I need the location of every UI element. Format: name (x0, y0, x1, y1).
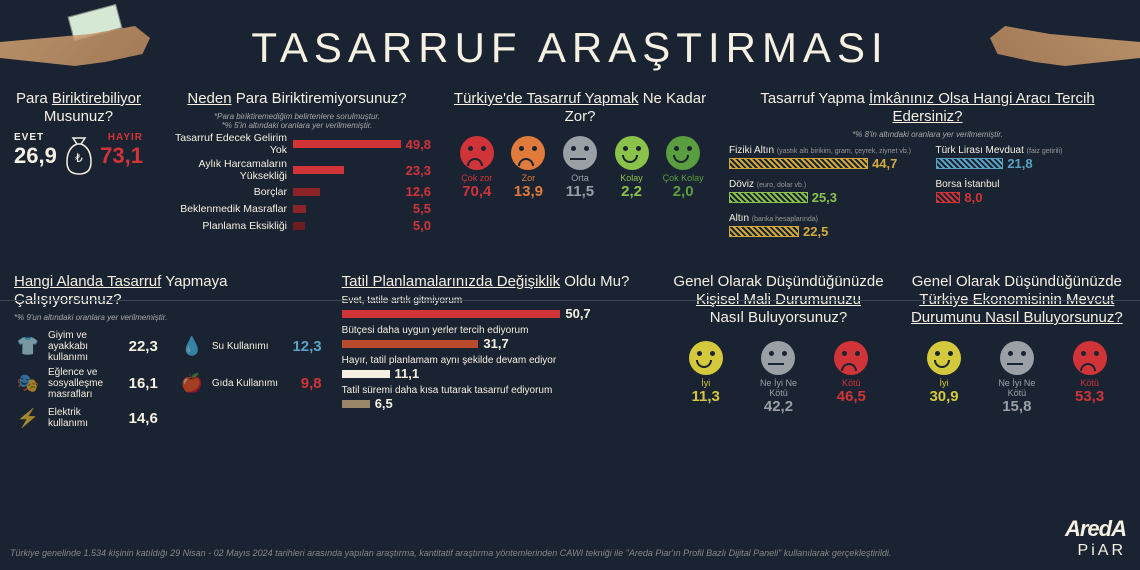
section-saving-yesno: Para Biriktirebiliyor Musunuz? EVET 26,9… (4, 90, 153, 247)
footnote: *Para biriktiremediğim belirtenlere soru… (163, 112, 431, 121)
tool-item: Altın (banka hesaplarında)22,5 (729, 213, 920, 239)
shirt-icon: 👕 (14, 333, 42, 361)
bar-chart: Tasarruf Edecek Gelirim Yok49,8Aylık Har… (163, 132, 431, 233)
footnote: *% 9'un altındaki oranlara yer verilmemi… (14, 313, 322, 322)
face-item: Kötü53,3 (1065, 341, 1115, 415)
face-item: Zor13,9 (503, 136, 553, 200)
vacation-item: Hayır, tatil planlamam aynı şekilde deva… (342, 355, 650, 381)
brand-logo: AredA PiAR (1065, 516, 1126, 560)
hayir-value: 73,1 (100, 143, 143, 169)
tool-col-right: Türk Lirası Mevduat (faiz getirili)21,8 B… (936, 145, 1127, 247)
bar-row: Planlama Eksikliği5,0 (163, 218, 431, 233)
face-item: Ne İyi Ne Kötü42,2 (753, 341, 803, 415)
bar-row: Tasarruf Edecek Gelirim Yok49,8 (163, 132, 431, 156)
section-vacation: Tatil Planlamalarınızda Değişiklik Oldu … (332, 273, 660, 432)
area-grid: 👕Giyim ve ayakkabı kullanımı22,3 💧Su Kull… (14, 330, 322, 432)
footnote: *% 5'in altındaki oranlara yer verilmemi… (163, 121, 431, 130)
hand-right-image (990, 10, 1140, 90)
vacation-item: Tatil süremi daha kısa tutarak tasarruf … (342, 385, 650, 411)
hayir-label: HAYIR (100, 132, 143, 143)
face-item: Çok zor70,4 (452, 136, 502, 200)
face-row: İyi30,9 Ne İyi Ne Kötü15,8 Kötü53,3 (908, 341, 1126, 415)
section-title: Neden Para Biriktiremiyorsunuz? (163, 90, 431, 108)
footnote: *% 8'in altındaki oranlara yer verilmemi… (729, 130, 1126, 139)
area-item: 🍎Gıda Kullanımı9,8 (178, 367, 322, 400)
electric-icon: ⚡ (14, 404, 42, 432)
divider (0, 300, 1140, 301)
evet-label: EVET (14, 132, 57, 143)
tool-item: Fiziki Altın (yastık altı birikim, gram,… (729, 145, 920, 171)
hand-left-image (0, 10, 150, 90)
main-title: TASARRUF ARAŞTIRMASI (0, 0, 1140, 82)
bar-row: Borçlar12,6 (163, 184, 431, 199)
face-item: Orta11,5 (555, 136, 605, 200)
vacation-item: Evet, tatile artık gitmiyorum50,7 (342, 295, 650, 321)
tool-item: Döviz (euro, dolar vb.)25,3 (729, 179, 920, 205)
section-economy: Genel Olarak Düşündüğünüzde Türkiye Ekon… (898, 273, 1136, 432)
food-icon: 🍎 (178, 370, 206, 398)
face-row: İyi11,3 Ne İyi Ne Kötü42,2 Kötü46,5 (669, 341, 887, 415)
face-item: Çok Kolay2,0 (658, 136, 708, 200)
methodology-note: Türkiye genelinde 1.534 kişinin katıldığ… (10, 548, 1000, 558)
area-item: 👕Giyim ve ayakkabı kullanımı22,3 (14, 330, 158, 363)
section-title: Tasarruf Yapma İmkânınız Olsa Hangi Arac… (729, 90, 1126, 126)
section-why-not-saving: Neden Para Biriktiremiyorsunuz? *Para bi… (153, 90, 441, 247)
section-areas: Hangi Alanda Tasarruf Yapmaya Çalışıyors… (4, 273, 332, 432)
svg-text:₺: ₺ (75, 151, 83, 165)
area-item: ⚡Elektrik kullanımı14,6 (14, 404, 158, 432)
vacation-item: Bütçesi daha uygun yerler tercih ediyoru… (342, 325, 650, 351)
section-personal-finance: Genel Olarak Düşündüğünüzde Kişisel Mali… (659, 273, 897, 432)
bar-row: Beklenmedik Masraflar5,5 (163, 201, 431, 216)
section-tools: Tasarruf Yapma İmkânınız Olsa Hangi Arac… (719, 90, 1136, 247)
face-item: İyi11,3 (681, 341, 731, 415)
area-item: 🎭Eğlence ve sosyalleşme masrafları16,1 (14, 367, 158, 400)
section-title: Tatil Planlamalarınızda Değişiklik Oldu … (342, 273, 650, 291)
face-item: İyi30,9 (919, 341, 969, 415)
section-title: Hangi Alanda Tasarruf Yapmaya Çalışıyors… (14, 273, 322, 309)
vacation-bars: Evet, tatile artık gitmiyorum50,7 Bütçesi… (342, 295, 650, 411)
section-title: Para Biriktirebiliyor Musunuz? (14, 90, 143, 126)
bar-row: Aylık Harcamaların Yüksekliği23,3 (163, 158, 431, 182)
evet-value: 26,9 (14, 143, 57, 169)
face-row: Çok zor70,4Zor13,9Orta11,5Kolay2,2Çok Ko… (451, 136, 709, 200)
face-item: Kötü46,5 (826, 341, 876, 415)
water-icon: 💧 (178, 333, 206, 361)
people-icon: 🎭 (14, 370, 42, 398)
money-bag-icon: ₺ (59, 132, 99, 178)
tool-col-left: Fiziki Altın (yastık altı birikim, gram,… (729, 145, 920, 247)
tool-item: Borsa İstanbul 8,0 (936, 179, 1127, 205)
tool-item: Türk Lirası Mevduat (faiz getirili)21,8 (936, 145, 1127, 171)
area-item: 💧Su Kullanımı12,3 (178, 330, 322, 363)
section-title: Türkiye'de Tasarruf Yapmak Ne Kadar Zor? (451, 90, 709, 126)
face-item: Ne İyi Ne Kötü15,8 (992, 341, 1042, 415)
face-item: Kolay2,2 (607, 136, 657, 200)
section-difficulty: Türkiye'de Tasarruf Yapmak Ne Kadar Zor?… (441, 90, 719, 247)
